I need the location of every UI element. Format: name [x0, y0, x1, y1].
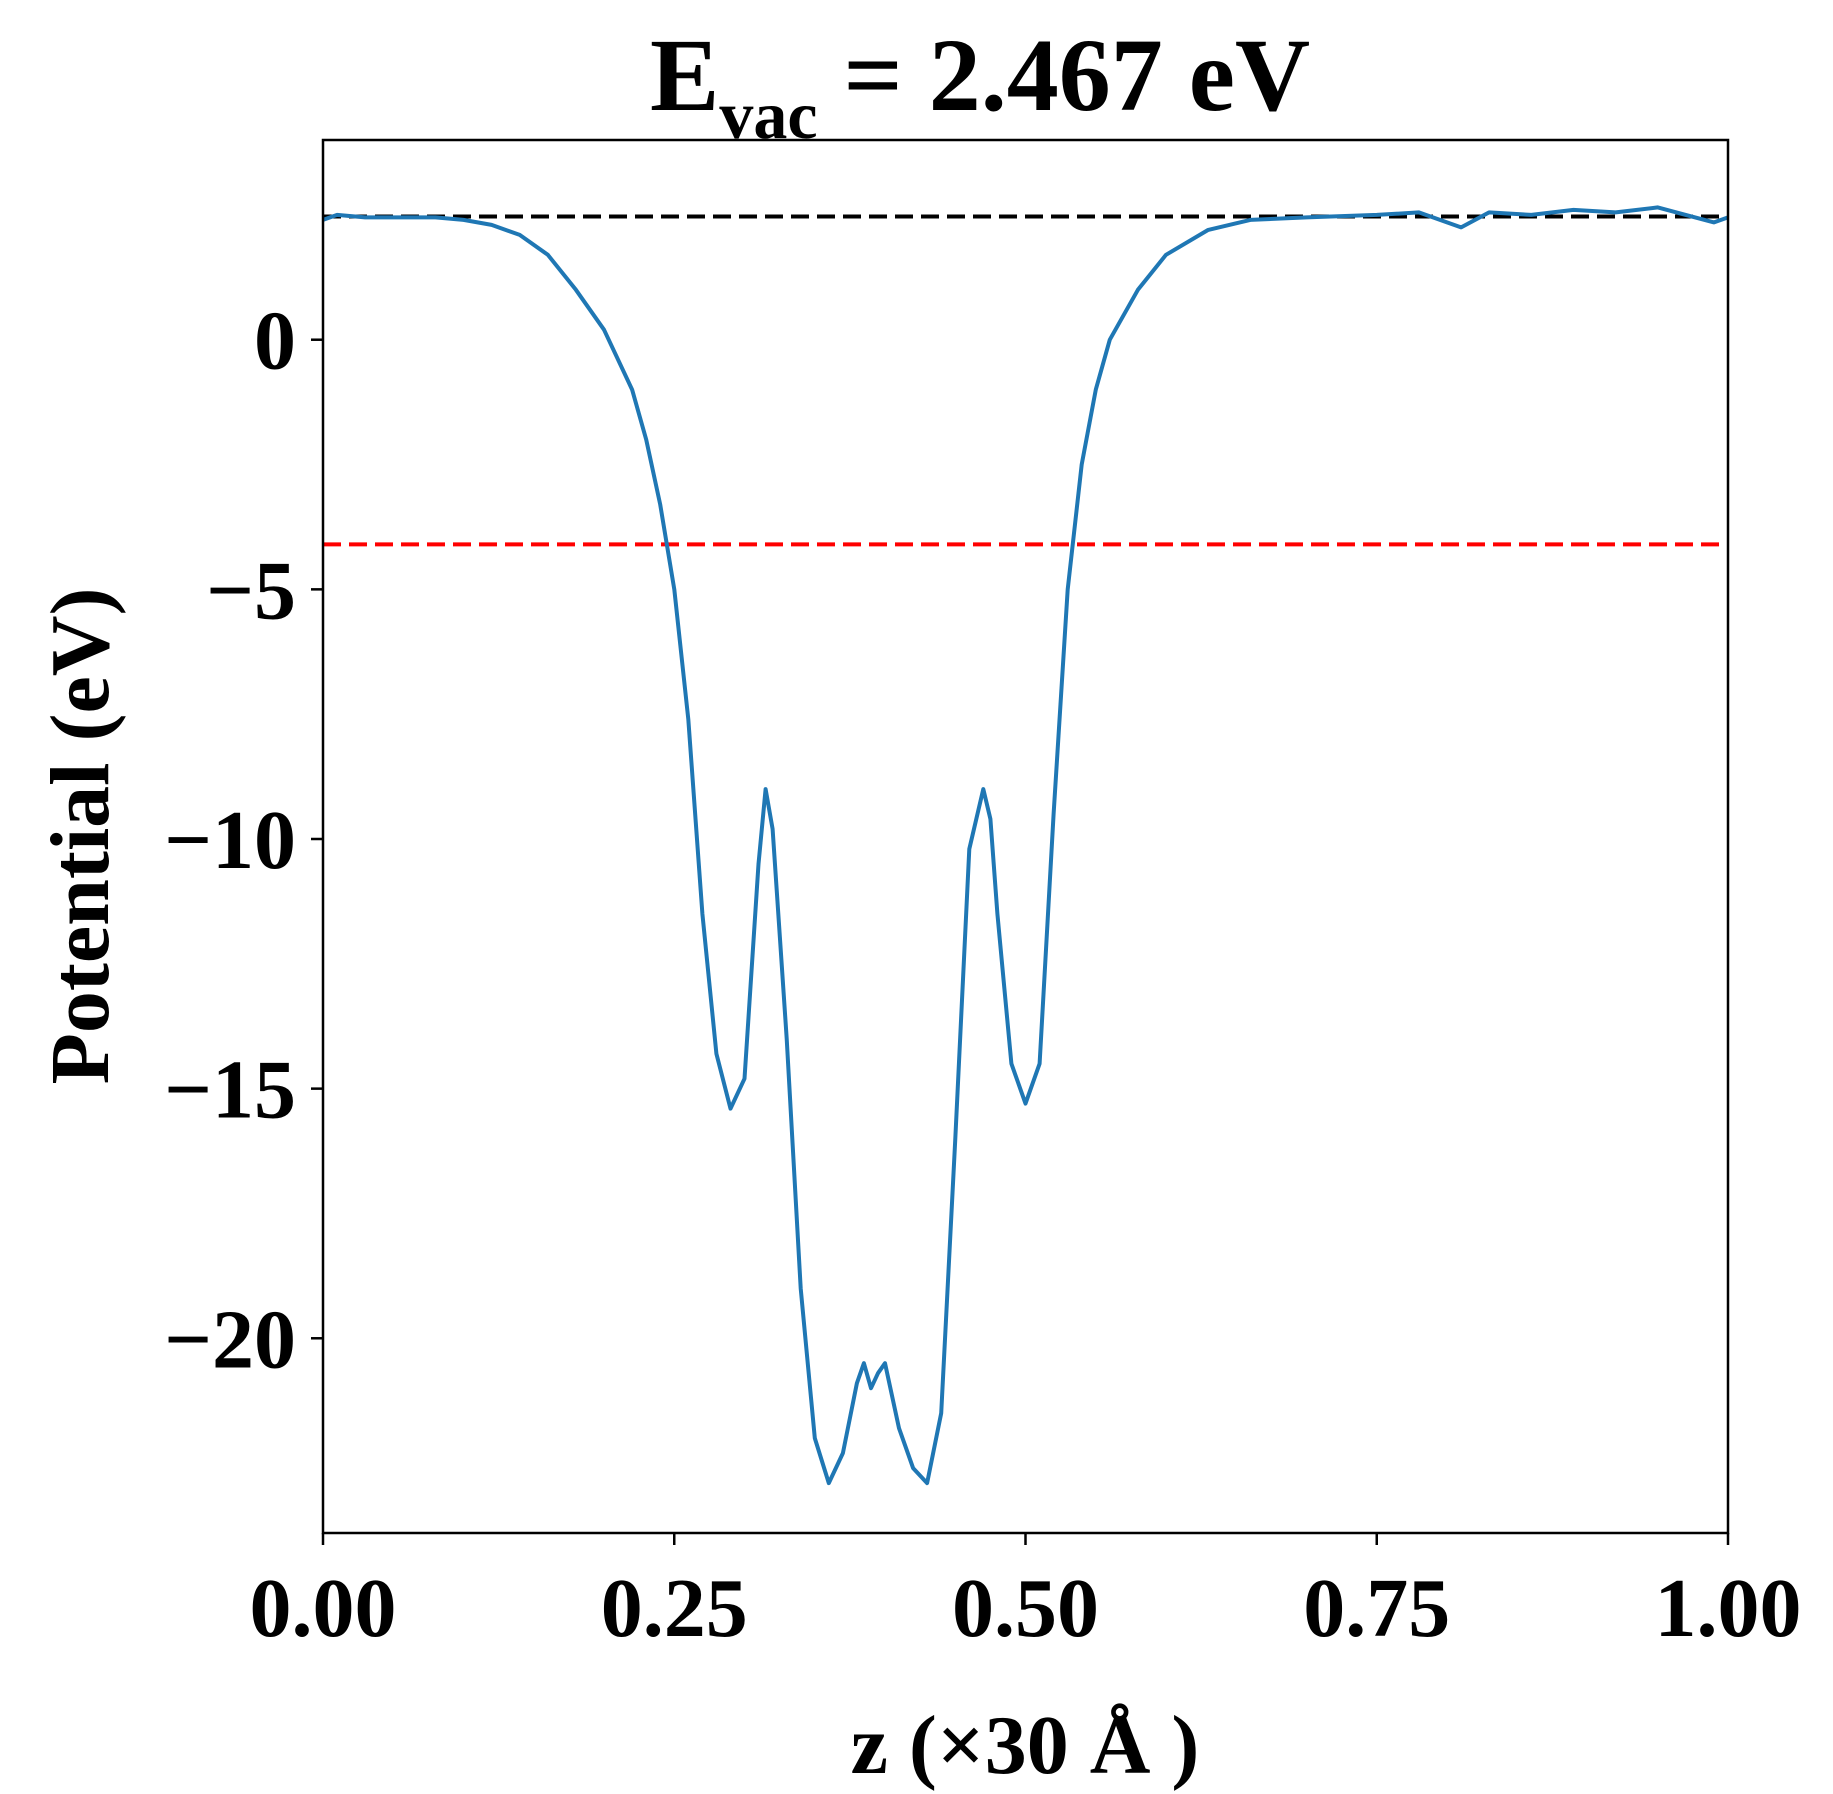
chart-title: Evac = 2.467 eV	[650, 18, 1310, 153]
y-tick-label: −10	[164, 794, 296, 887]
x-tick-label: 1.00	[1655, 1562, 1802, 1655]
y-tick-label: −15	[164, 1044, 296, 1137]
y-tick-label: 0	[254, 295, 296, 388]
x-axis-label: z (×30 Å )	[851, 1699, 1200, 1792]
x-axis: 0.00 0.25 0.50 0.75 1.00	[250, 1533, 1802, 1655]
reference-lines	[323, 214, 1728, 547]
y-axis-label: Potential (eV)	[34, 588, 127, 1085]
y-tick-label: −5	[206, 544, 296, 637]
potential-series-line	[322, 205, 1729, 1486]
x-tick-label: 0.00	[250, 1562, 397, 1655]
x-tick-label: 0.75	[1303, 1562, 1450, 1655]
x-tick-label: 0.50	[952, 1562, 1099, 1655]
x-tick-label: 0.25	[601, 1562, 748, 1655]
y-tick-label: −20	[164, 1293, 296, 1386]
plot-frame	[321, 138, 1730, 1535]
series-group	[322, 205, 1729, 1486]
y-axis: 0 −5 −10 −15 −20	[164, 295, 323, 1386]
